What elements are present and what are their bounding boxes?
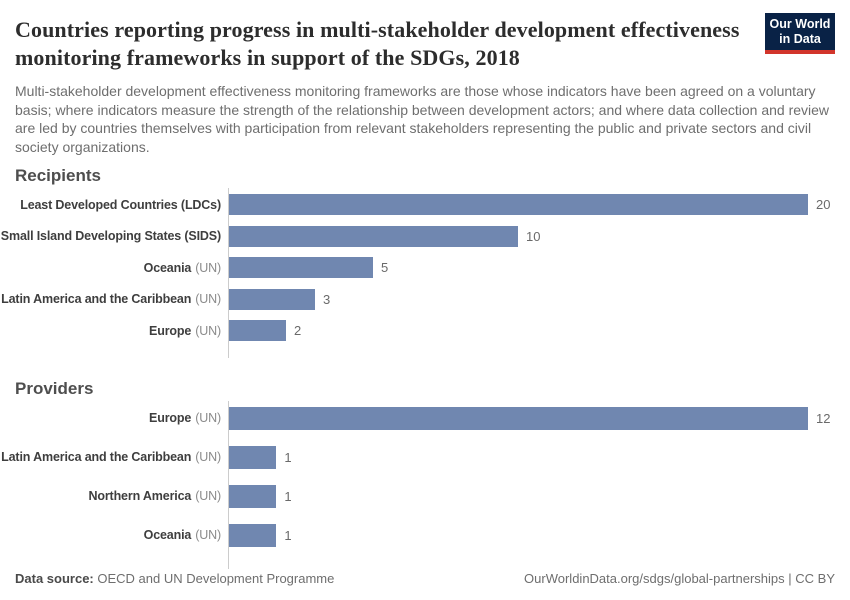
category-label: Northern America (UN) (15, 489, 228, 503)
y-axis-line (228, 400, 229, 569)
bar-value-label: 1 (284, 488, 292, 504)
bar[interactable] (228, 406, 808, 430)
chart-title: Countries reporting progress in multi-st… (15, 17, 740, 70)
header: Countries reporting progress in multi-st… (15, 13, 835, 156)
category-label: Europe (UN) (15, 411, 228, 425)
category-qualifier: (UN) (195, 292, 221, 306)
owid-logo-line1: Our World (769, 17, 831, 31)
bar-value-label: 2 (294, 323, 302, 338)
category-label: Europe (UN) (15, 324, 228, 338)
bar-row: Oceania (UN) 1 (15, 523, 835, 547)
data-source-label: Data source: (15, 571, 94, 586)
category-name: Europe (149, 411, 192, 425)
bar-track: 20 (228, 194, 835, 215)
facet-providers: Providers Europe (UN) 12 Latin America and … (1, 378, 835, 569)
category-name: Northern America (88, 489, 192, 503)
category-name: Oceania (143, 528, 192, 542)
bar-track: 3 (228, 288, 835, 310)
bar-value-label: 10 (526, 228, 541, 244)
category-label: Least Developed Countries (LDCs) (15, 198, 228, 212)
bar-value-label: 3 (323, 291, 331, 307)
bar-track: 10 (228, 225, 835, 247)
bar-track: 2 (228, 320, 835, 341)
facet-rows-recipients: Least Developed Countries (LDCs) 20 Small … (1, 188, 835, 358)
category-qualifier: (UN) (195, 323, 221, 338)
bar[interactable] (228, 194, 808, 215)
bar-row: Europe (UN) 12 (15, 406, 835, 430)
bar[interactable] (228, 445, 277, 469)
owid-logo[interactable]: Our World in Data (765, 13, 835, 54)
bar-value-label: 1 (284, 449, 292, 465)
category-label: Small Island Developing States (SIDS) (1, 229, 228, 243)
bar-row: Oceania (UN) 5 (15, 257, 835, 278)
y-axis-line (228, 188, 229, 358)
bar-row: Northern America (UN) 1 (15, 484, 835, 508)
bar-track: 1 (228, 523, 835, 547)
attribution-link[interactable]: OurWorldinData.org/sdgs/global-partnersh… (524, 571, 835, 586)
bar[interactable] (228, 257, 373, 278)
category-label: Oceania (UN) (15, 528, 228, 542)
bar-track: 5 (228, 257, 835, 278)
bar[interactable] (228, 225, 518, 247)
owid-logo-line2: in Data (779, 32, 821, 46)
bar[interactable] (228, 523, 277, 547)
category-qualifier: (UN) (195, 450, 221, 464)
category-name: Oceania (143, 260, 192, 275)
category-qualifier: (UN) (195, 260, 221, 275)
category-label: Latin America and the Caribbean (UN) (1, 292, 228, 306)
bar-track: 1 (228, 445, 835, 469)
footer: Data source: OECD and UN Development Pro… (15, 571, 835, 586)
facet-recipients: Recipients Least Developed Countries (LD… (1, 166, 835, 358)
bar[interactable] (228, 288, 315, 310)
bar-track: 12 (228, 406, 835, 430)
bar-row: Latin America and the Caribbean (UN) 3 (1, 288, 835, 310)
bar-value-label: 20 (816, 197, 831, 212)
category-qualifier: (UN) (195, 411, 221, 425)
category-qualifier: (UN) (195, 489, 221, 503)
category-label: Oceania (UN) (15, 261, 228, 275)
bar-row: Europe (UN) 2 (15, 320, 835, 341)
category-name: Small Island Developing States (SIDS) (0, 229, 221, 243)
category-label: Latin America and the Caribbean (UN) (1, 450, 228, 464)
category-name: Latin America and the Caribbean (1, 450, 192, 464)
bar-row: Latin America and the Caribbean (UN) 1 (1, 445, 835, 469)
bar[interactable] (228, 484, 277, 508)
category-name: Europe (149, 323, 192, 338)
bar-row: Small Island Developing States (SIDS) 10 (1, 225, 835, 247)
chart-subtitle: Multi-stakeholder development effectiven… (15, 83, 830, 155)
bar-row: Least Developed Countries (LDCs) 20 (15, 194, 835, 215)
category-qualifier: (UN) (195, 528, 221, 542)
facet-rows-providers: Europe (UN) 12 Latin America and the Caribb… (1, 400, 835, 569)
data-source: Data source: OECD and UN Development Pro… (15, 571, 334, 586)
category-name: Least Developed Countries (LDCs) (20, 197, 221, 212)
facet-title-providers: Providers (15, 378, 94, 398)
bar-track: 1 (228, 484, 835, 508)
bar-value-label: 1 (284, 527, 292, 543)
category-name: Latin America and the Caribbean (1, 292, 192, 306)
bar-value-label: 5 (381, 260, 389, 275)
data-source-value: OECD and UN Development Programme (97, 571, 335, 586)
facet-title-recipients: Recipients (15, 166, 101, 185)
bar-value-label: 12 (816, 410, 831, 426)
bar[interactable] (228, 320, 286, 341)
